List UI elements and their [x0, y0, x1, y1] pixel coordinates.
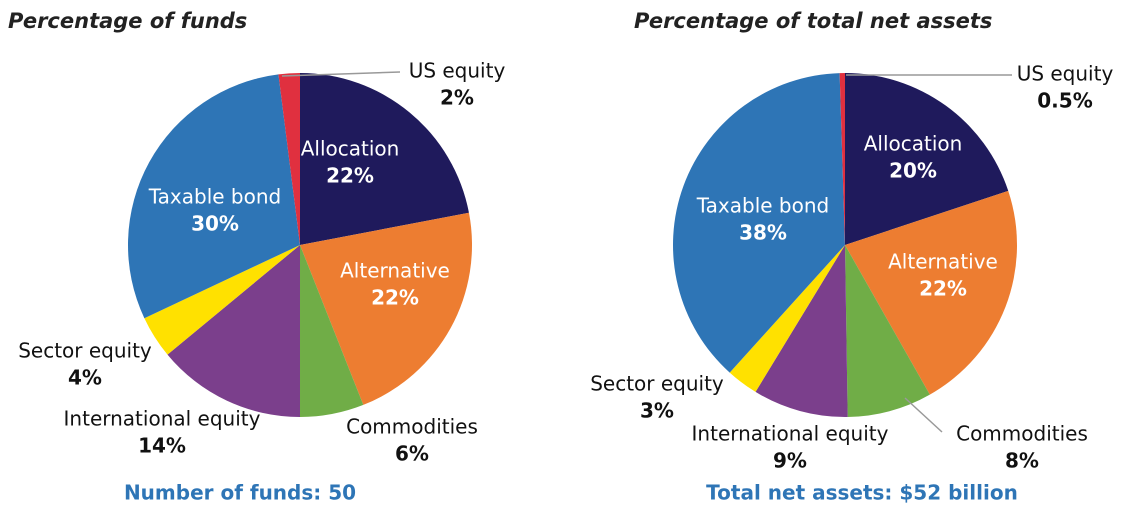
slice-label: US equity — [409, 59, 506, 83]
value-label: 3% — [640, 399, 674, 423]
slice-label: International equity — [64, 407, 261, 431]
pie-slice — [845, 73, 1009, 245]
pie-slice — [300, 212, 472, 405]
value-label: 22% — [326, 164, 374, 188]
slice-label: International equity — [692, 422, 889, 446]
value-label: 9% — [773, 449, 807, 473]
chart-title: Percentage of funds — [8, 9, 247, 33]
pie-slice — [127, 74, 300, 319]
slice-label: Sector equity — [18, 339, 152, 363]
slice-label: Sector equity — [590, 372, 724, 396]
slice-label: Alternative — [340, 259, 450, 283]
slice-label: Allocation — [301, 137, 400, 161]
pie-slice — [839, 73, 845, 245]
slice-label: Allocation — [864, 132, 963, 156]
value-label: 0.5% — [1037, 89, 1092, 113]
value-label: 20% — [889, 159, 937, 183]
value-label: 14% — [138, 434, 186, 458]
value-label: 30% — [191, 212, 239, 236]
pie-slice — [729, 245, 845, 392]
value-label: 6% — [395, 442, 429, 466]
pie-slice — [300, 245, 364, 417]
value-label: 22% — [371, 286, 419, 310]
slice-label: Taxable bond — [696, 194, 829, 218]
caption: Number of funds: 50 — [124, 481, 356, 505]
value-label: 8% — [1005, 449, 1039, 473]
slice-label: Commodities — [956, 422, 1088, 446]
value-label: 22% — [919, 277, 967, 301]
pie-slice — [755, 245, 848, 417]
value-label: 4% — [68, 366, 102, 390]
pie-slice — [845, 245, 930, 417]
slice-label: Commodities — [346, 415, 478, 439]
slice-label: US equity — [1017, 62, 1114, 86]
slice-label: Taxable bond — [148, 185, 281, 209]
caption: Total net assets: $52 billion — [706, 481, 1018, 505]
pie-slice — [300, 73, 469, 245]
chart-title: Percentage of total net assets — [634, 9, 992, 33]
pie-slice — [144, 245, 300, 355]
pie-slice — [845, 190, 1018, 395]
pie-slice — [672, 73, 845, 373]
leader-line — [904, 397, 943, 433]
value-label: 2% — [440, 86, 474, 110]
slice-label: Alternative — [888, 250, 998, 274]
leader-line — [281, 71, 401, 77]
pie-slice — [278, 73, 300, 245]
value-label: 38% — [739, 221, 787, 245]
pie-slice — [167, 245, 300, 417]
